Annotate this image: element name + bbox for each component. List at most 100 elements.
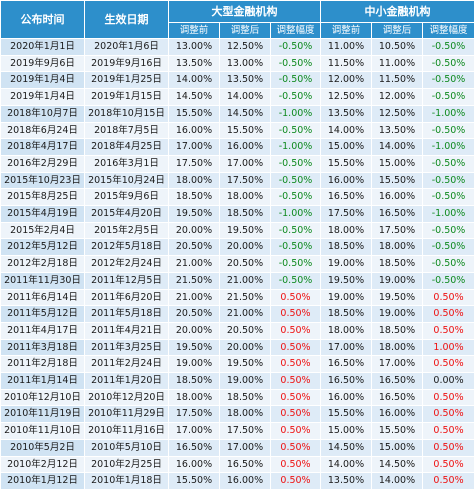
cell-small-before: 15.50%	[320, 405, 373, 424]
cell-publish-time: 2018年10月7日	[0, 104, 85, 123]
cell-small-after: 11.50%	[371, 71, 424, 90]
table-row: 2012年5月12日 2012年5月18日 20.50% 20.00% -0.50% 18…	[0, 238, 474, 257]
cell-publish-time: 2011年3月18日	[0, 338, 85, 357]
cell-effective-date: 2010年1月18日	[84, 472, 169, 490]
cell-large-before: 15.50%	[168, 472, 220, 490]
cell-effective-date: 2010年11月29日	[84, 405, 169, 424]
cell-large-change: -0.50%	[269, 221, 322, 240]
cell-small-before: 13.50%	[320, 104, 373, 123]
cell-small-change: -0.50%	[422, 54, 474, 73]
cell-effective-date: 2015年10月24日	[84, 171, 169, 190]
cell-large-before: 16.00%	[168, 455, 220, 474]
cell-large-before: 20.50%	[168, 305, 220, 323]
cell-small-after: 14.00%	[371, 472, 424, 490]
cell-small-after: 19.00%	[371, 271, 424, 290]
header-large-before: 调整前	[168, 22, 220, 39]
table-row: 2011年3月18日 2011年3月25日 19.50% 20.00% 0.50% 17.…	[0, 338, 474, 357]
header-large-after: 调整后	[219, 22, 271, 39]
cell-small-change: -0.50%	[422, 221, 474, 240]
table-body: 2020年1月1日 2020年1月6日 13.00% 12.50% -0.50% 11.0…	[0, 38, 474, 490]
cell-effective-date: 2010年12月20日	[84, 388, 169, 407]
cell-small-change: 0.00%	[422, 372, 474, 390]
cell-small-before: 19.00%	[320, 288, 373, 307]
cell-publish-time: 2018年4月17日	[0, 138, 85, 156]
cell-effective-date: 2011年4月21日	[84, 321, 169, 340]
cell-effective-date: 2010年5月10日	[84, 438, 169, 457]
cell-publish-time: 2010年2月12日	[0, 455, 85, 474]
table-row: 2011年1月14日 2011年1月20日 18.50% 19.00% 0.50% 16.…	[0, 372, 474, 390]
cell-small-after: 10.50%	[371, 38, 424, 56]
cell-large-after: 14.00%	[219, 88, 271, 106]
cell-small-change: 0.50%	[422, 321, 474, 340]
cell-effective-date: 2015年2月5日	[84, 221, 169, 240]
cell-large-after: 19.50%	[219, 221, 271, 240]
table-row: 2015年2月4日 2015年2月5日 20.00% 19.50% -0.50% 18.0…	[0, 221, 474, 240]
cell-publish-time: 2020年1月1日	[0, 38, 85, 56]
cell-large-change: -0.50%	[269, 71, 322, 90]
cell-small-before: 17.00%	[320, 338, 373, 357]
cell-large-change: -1.00%	[269, 104, 322, 123]
cell-large-change: -1.00%	[269, 205, 322, 223]
cell-large-change: -0.50%	[269, 255, 322, 273]
cell-publish-time: 2011年4月17日	[0, 321, 85, 340]
cell-large-after: 19.00%	[219, 372, 271, 390]
cell-large-after: 18.00%	[219, 405, 271, 424]
header-large-change: 调整幅度	[269, 22, 322, 39]
cell-large-before: 14.50%	[168, 88, 220, 106]
header-publish-time: 公布时间	[0, 0, 85, 39]
cell-small-before: 18.00%	[320, 221, 373, 240]
cell-small-before: 18.50%	[320, 238, 373, 257]
cell-small-after: 12.50%	[371, 104, 424, 123]
cell-small-before: 18.50%	[320, 305, 373, 323]
cell-large-after: 15.50%	[219, 121, 271, 140]
cell-effective-date: 2010年2月25日	[84, 455, 169, 474]
cell-large-before: 21.00%	[168, 288, 220, 307]
cell-small-change: -0.50%	[422, 171, 474, 190]
cell-small-before: 16.50%	[320, 355, 373, 374]
table-row: 2018年4月17日 2018年4月25日 17.00% 16.00% -1.00% 15…	[0, 138, 474, 156]
cell-small-after: 15.00%	[371, 438, 424, 457]
cell-large-change: -0.50%	[269, 188, 322, 207]
cell-large-after: 16.00%	[219, 138, 271, 156]
cell-large-change: -0.50%	[269, 38, 322, 56]
cell-large-after: 16.50%	[219, 455, 271, 474]
cell-small-change: 0.50%	[422, 455, 474, 474]
cell-large-after: 21.00%	[219, 305, 271, 323]
cell-large-change: 0.50%	[269, 355, 322, 374]
cell-small-before: 14.00%	[320, 121, 373, 140]
cell-small-change: -1.00%	[422, 104, 474, 123]
cell-effective-date: 2018年10月15日	[84, 104, 169, 123]
cell-small-before: 13.50%	[320, 472, 373, 490]
cell-small-before: 16.50%	[320, 188, 373, 207]
cell-large-before: 18.00%	[168, 171, 220, 190]
cell-small-after: 19.00%	[371, 305, 424, 323]
cell-small-change: -1.00%	[422, 138, 474, 156]
cell-publish-time: 2015年8月25日	[0, 188, 85, 207]
cell-large-before: 18.50%	[168, 372, 220, 390]
table-row: 2011年6月14日 2011年6月20日 21.00% 21.50% 0.50% 19.…	[0, 288, 474, 307]
cell-small-after: 17.00%	[371, 355, 424, 374]
cell-small-change: 0.50%	[422, 472, 474, 490]
cell-large-change: 0.50%	[269, 288, 322, 307]
cell-large-change: 0.50%	[269, 372, 322, 390]
cell-small-after: 17.50%	[371, 221, 424, 240]
cell-small-after: 18.50%	[371, 321, 424, 340]
cell-large-change: -0.50%	[269, 88, 322, 106]
cell-small-after: 16.00%	[371, 188, 424, 207]
cell-small-before: 15.00%	[320, 138, 373, 156]
cell-small-before: 11.50%	[320, 54, 373, 73]
cell-effective-date: 2020年1月6日	[84, 38, 169, 56]
cell-effective-date: 2011年12月5日	[84, 271, 169, 290]
cell-publish-time: 2011年2月18日	[0, 355, 85, 374]
cell-large-after: 14.50%	[219, 104, 271, 123]
cell-large-before: 17.00%	[168, 422, 220, 440]
cell-large-after: 17.50%	[219, 171, 271, 190]
cell-large-before: 19.00%	[168, 355, 220, 374]
cell-large-before: 13.50%	[168, 54, 220, 73]
cell-small-change: -0.50%	[422, 271, 474, 290]
cell-large-after: 21.00%	[219, 271, 271, 290]
cell-small-after: 19.50%	[371, 288, 424, 307]
cell-large-after: 17.00%	[219, 438, 271, 457]
cell-publish-time: 2011年11月30日	[0, 271, 85, 290]
cell-large-change: -0.50%	[269, 171, 322, 190]
